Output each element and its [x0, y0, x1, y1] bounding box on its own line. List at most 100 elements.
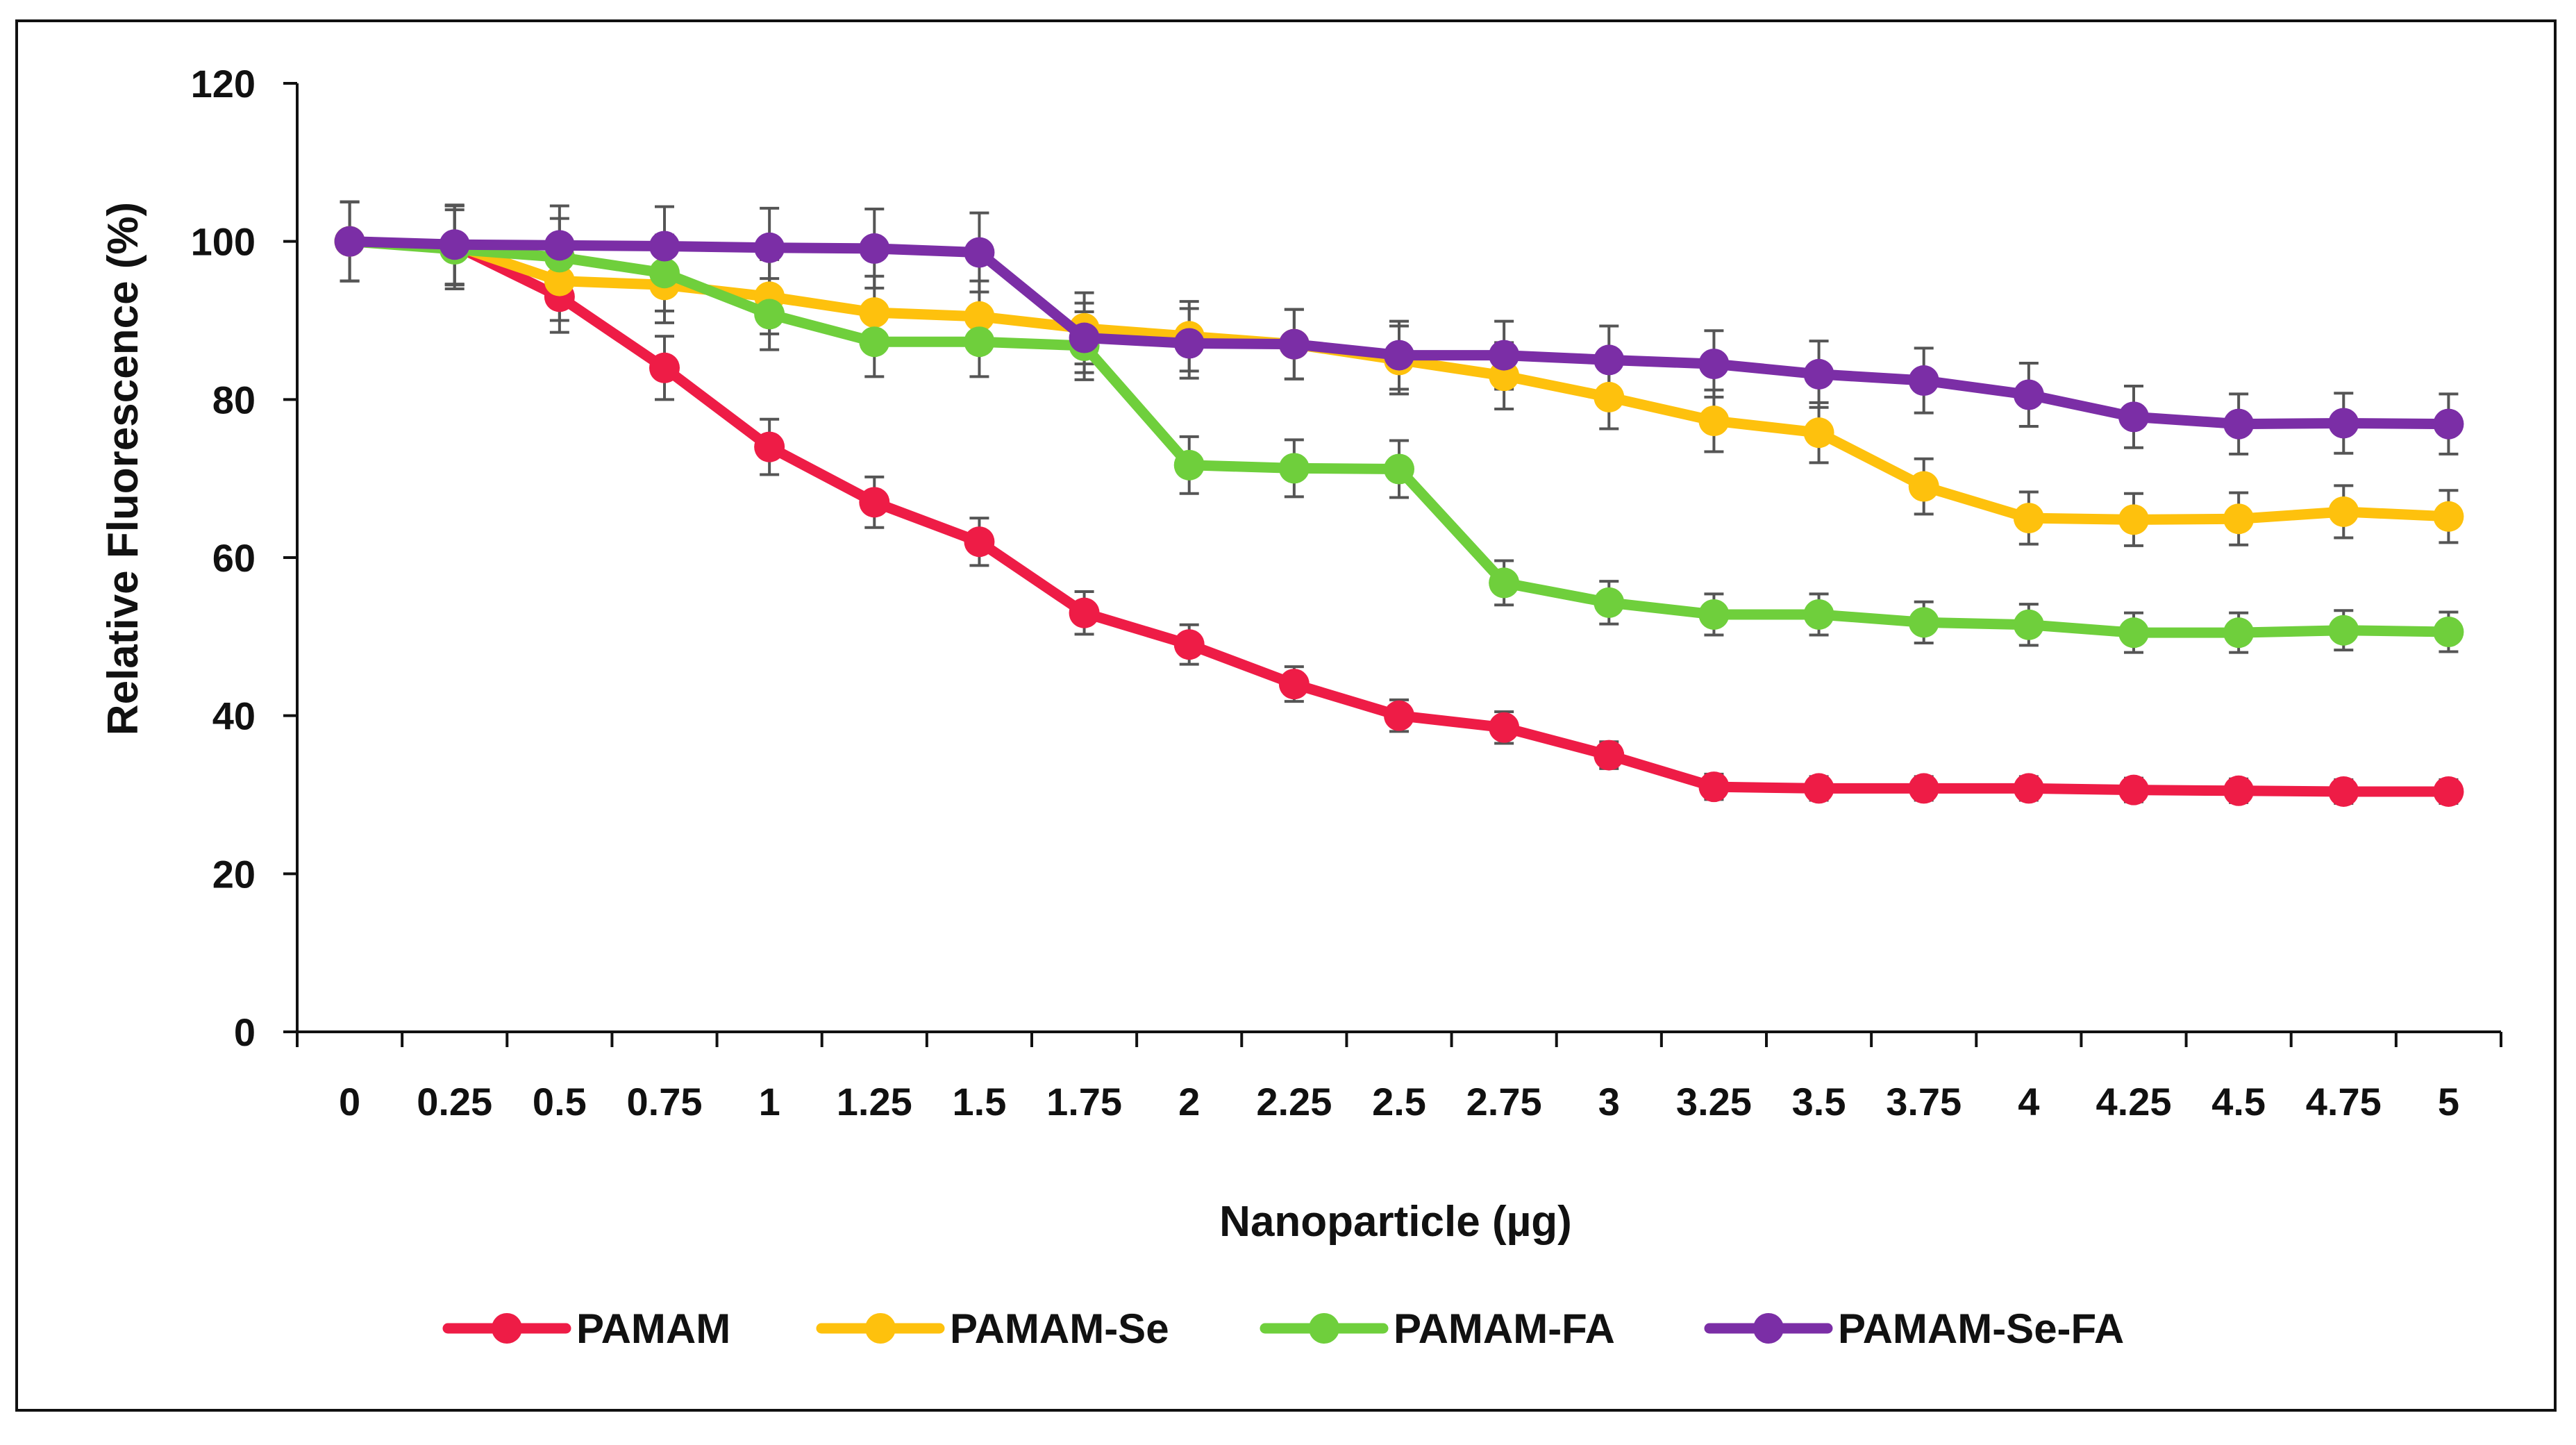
data-point	[1069, 322, 1100, 353]
data-point	[1594, 344, 1625, 376]
legend: PAMAM PAMAM-Se PAMAM-FA PAMAM-Se-FA	[442, 1305, 2124, 1352]
data-point	[2013, 773, 2044, 804]
series-pamam-se-fa	[334, 226, 2464, 440]
data-point	[1908, 773, 1939, 804]
legend-swatch-marker	[1309, 1313, 1339, 1344]
x-tick-label: 2	[1178, 1080, 1200, 1124]
y-tick-label: 20	[212, 852, 256, 896]
x-axis: 0 0.25 0.5 0.75 1 1.25 1.5 1.75 2 2.25 2.5 2.75 3 3.2…	[296, 1030, 2502, 1124]
series-lines	[334, 226, 2464, 807]
data-point	[2118, 617, 2149, 649]
data-point	[754, 299, 785, 330]
data-point	[2223, 775, 2255, 806]
y-tick-label: 80	[212, 378, 256, 421]
data-point	[1384, 453, 1414, 485]
y-axis: 0 20 40 60 80 100 120	[191, 62, 299, 1054]
legend-item: PAMAM-Se	[816, 1305, 1169, 1352]
data-point	[649, 231, 680, 262]
x-tick-label: 1.5	[952, 1080, 1006, 1124]
data-point	[334, 226, 365, 257]
data-point	[2223, 408, 2255, 440]
data-point	[1278, 453, 1310, 484]
x-tick-label: 4.25	[2096, 1080, 2172, 1124]
data-point	[1698, 349, 1730, 380]
data-point	[2013, 503, 2044, 534]
data-point	[2118, 504, 2149, 535]
data-point	[1069, 597, 1100, 628]
data-point	[2013, 609, 2044, 640]
x-tick-label: 2.5	[1372, 1080, 1426, 1124]
y-axis-title: Relative Fluorescence (%)	[99, 202, 147, 735]
data-point	[1278, 669, 1310, 700]
y-tick-label: 40	[212, 694, 256, 738]
data-point	[2328, 496, 2359, 527]
x-tick-label: 2.75	[1466, 1080, 1542, 1124]
data-point	[2223, 503, 2255, 535]
data-point	[1489, 340, 1520, 371]
data-point	[964, 237, 995, 268]
data-point	[1908, 471, 1939, 502]
data-point	[754, 431, 785, 462]
data-point	[1698, 406, 1730, 437]
x-tick-label: 4.75	[2306, 1080, 2382, 1124]
legend-swatch-marker	[1753, 1313, 1784, 1344]
x-tick-label: 2.25	[1256, 1080, 1332, 1124]
y-tick-label: 0	[234, 1010, 256, 1054]
data-point	[1489, 567, 1520, 599]
data-point	[964, 326, 995, 358]
x-tick-label: 0	[339, 1080, 360, 1124]
x-tick-label: 4	[2018, 1080, 2039, 1124]
data-point	[2013, 379, 2044, 410]
data-point	[1908, 365, 1939, 396]
legend-label: PAMAM-Se	[950, 1305, 1169, 1352]
data-point	[1803, 358, 1834, 390]
data-point	[2118, 401, 2149, 433]
data-point	[439, 229, 470, 260]
data-point	[1173, 328, 1205, 359]
data-point	[1803, 773, 1834, 804]
data-point	[2433, 617, 2464, 648]
data-point	[1384, 700, 1414, 731]
data-point	[1698, 771, 1730, 803]
data-point	[2118, 774, 2149, 805]
x-tick-label: 1	[759, 1080, 780, 1124]
x-tick-label: 3	[1598, 1080, 1620, 1124]
data-point	[2433, 776, 2464, 807]
data-point	[1698, 599, 1730, 630]
x-tick-label: 3.75	[1886, 1080, 1962, 1124]
data-point	[544, 230, 575, 261]
data-point	[859, 487, 890, 518]
legend-swatch-marker	[492, 1313, 522, 1344]
data-point	[1278, 328, 1310, 360]
data-point	[1173, 449, 1205, 481]
x-axis-title: Nanoparticle (µg)	[1219, 1198, 1572, 1246]
data-point	[649, 352, 680, 383]
x-tick-label: 0.5	[533, 1080, 587, 1124]
data-point	[1908, 607, 1939, 638]
data-point	[1489, 712, 1520, 743]
y-tick-label: 60	[212, 536, 256, 580]
data-point	[1594, 381, 1625, 412]
x-tick-label: 3.5	[1792, 1080, 1846, 1124]
legend-item: PAMAM	[442, 1305, 730, 1352]
data-point	[2433, 501, 2464, 532]
x-tick-label: 0.25	[417, 1080, 492, 1124]
data-point	[544, 265, 575, 296]
data-point	[964, 526, 995, 558]
legend-item: PAMAM-Se-FA	[1704, 1305, 2124, 1352]
y-tick-label: 120	[191, 62, 256, 106]
series-pamam-fa	[334, 226, 2464, 649]
data-point	[754, 232, 785, 263]
data-point	[859, 326, 890, 358]
legend-label: PAMAM-FA	[1394, 1305, 1615, 1352]
data-point	[1384, 340, 1414, 371]
legend-label: PAMAM	[576, 1305, 730, 1352]
data-point	[1594, 587, 1625, 618]
x-tick-label: 4.5	[2211, 1080, 2266, 1124]
data-point	[1803, 599, 1834, 630]
data-point	[859, 297, 890, 328]
data-point	[964, 301, 995, 332]
legend-swatch-marker	[865, 1313, 896, 1344]
series-pamam	[334, 226, 2464, 807]
